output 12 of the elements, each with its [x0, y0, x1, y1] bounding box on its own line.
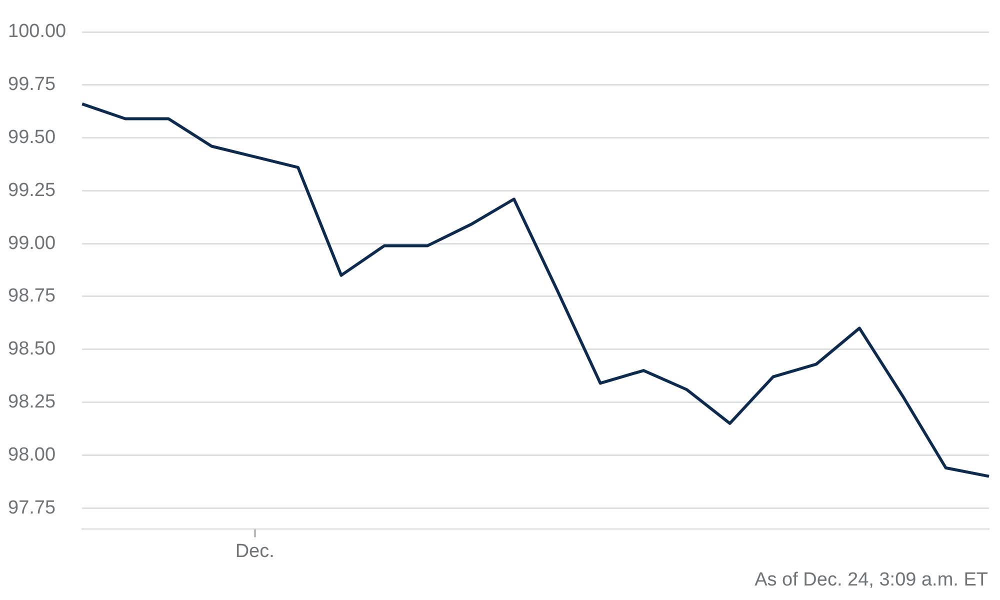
- y-tick-label: 99.50: [8, 127, 56, 148]
- y-tick-label: 98.50: [8, 338, 56, 360]
- y-tick-label: 99.25: [8, 180, 56, 201]
- y-tick-label: 99.00: [8, 232, 56, 254]
- y-tick-label: 100.00: [8, 21, 66, 42]
- y-tick-label: 97.75: [8, 497, 56, 518]
- y-tick-label: 98.25: [8, 391, 56, 412]
- y-tick-label: 99.75: [8, 74, 56, 96]
- y-tick-label: 98.00: [8, 444, 56, 466]
- text: As of Dec. 24, 3:09 a.m. ET: [754, 570, 988, 591]
- x-tick-label: Dec.: [235, 540, 274, 562]
- y-tick-label: 98.75: [8, 286, 56, 307]
